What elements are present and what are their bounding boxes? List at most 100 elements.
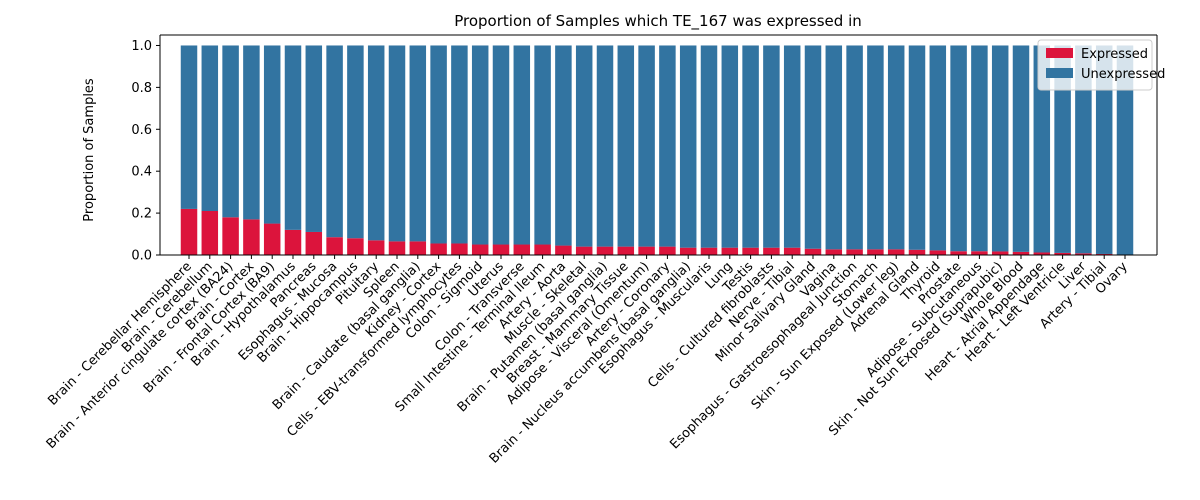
bar-unexpressed-11 [409, 45, 427, 242]
bar-unexpressed-8 [347, 45, 364, 239]
bar-unexpressed-18 [555, 45, 572, 246]
bar-expressed-5 [284, 229, 302, 255]
bar-unexpressed-10 [388, 45, 406, 242]
bar-expressed-10 [388, 241, 406, 255]
bar-unexpressed-26 [721, 45, 739, 248]
bar-expressed-8 [347, 238, 364, 255]
bar-expressed-35 [908, 249, 926, 255]
bar-expressed-26 [721, 247, 739, 255]
bar-unexpressed-31 [825, 45, 843, 250]
bar-unexpressed-22 [638, 45, 655, 247]
bar-expressed-7 [326, 237, 343, 255]
bar-expressed-13 [451, 243, 468, 255]
bar-expressed-44 [1095, 253, 1113, 255]
bar-expressed-37 [950, 251, 967, 255]
bar-unexpressed-14 [471, 45, 489, 245]
bar-expressed-40 [1012, 251, 1030, 255]
bar-unexpressed-33 [867, 45, 884, 250]
bar-unexpressed-3 [243, 45, 260, 220]
bar-expressed-14 [471, 244, 489, 255]
bar-expressed-15 [492, 244, 510, 255]
axes-frame [159, 34, 1158, 256]
legend-swatch-unexpressed [1046, 68, 1073, 78]
bar-unexpressed-34 [887, 45, 905, 250]
bar-expressed-12 [430, 243, 447, 255]
legend: Expressed Unexpressed [1037, 39, 1165, 91]
bar-expressed-42 [1054, 252, 1071, 255]
bar-expressed-34 [887, 249, 905, 255]
bar-unexpressed-41 [1033, 45, 1051, 253]
y-axis-ticks: 0.0 0.2 0.4 0.6 0.8 1.0 [131, 39, 160, 264]
bar-expressed-33 [867, 249, 884, 255]
bar-expressed-22 [638, 246, 655, 255]
bar-unexpressed-9 [367, 45, 385, 241]
y-axis-title: Proportion of Samples [82, 78, 97, 222]
y-tick-label: 0.4 [131, 165, 152, 180]
bar-unexpressed-13 [451, 45, 468, 244]
bar-expressed-19 [575, 246, 593, 255]
bar-unexpressed-12 [430, 45, 447, 244]
bar-expressed-24 [679, 247, 697, 255]
bar-expressed-4 [263, 223, 281, 255]
bar-expressed-21 [617, 246, 635, 255]
bar-unexpressed-19 [575, 45, 593, 247]
bar-unexpressed-15 [492, 45, 510, 245]
bar-unexpressed-7 [326, 45, 343, 238]
bar-expressed-17 [534, 244, 551, 255]
bar-expressed-3 [243, 219, 260, 255]
bar-unexpressed-0 [180, 45, 198, 209]
bar-unexpressed-20 [596, 45, 614, 247]
bar-expressed-38 [971, 251, 988, 255]
bar-unexpressed-32 [846, 45, 863, 250]
bar-unexpressed-5 [284, 45, 302, 230]
bar-unexpressed-42 [1054, 45, 1071, 253]
bar-expressed-27 [742, 247, 759, 255]
bar-unexpressed-39 [991, 45, 1009, 252]
bar-unexpressed-36 [929, 45, 947, 251]
bar-unexpressed-21 [617, 45, 635, 247]
bar-unexpressed-16 [513, 45, 531, 245]
bar-expressed-28 [763, 247, 780, 255]
bar-unexpressed-35 [908, 45, 926, 250]
bar-expressed-41 [1033, 252, 1051, 255]
y-tick-label: 0.8 [131, 81, 152, 96]
bar-expressed-36 [929, 250, 947, 255]
bar-unexpressed-30 [804, 45, 822, 249]
bar-expressed-39 [991, 251, 1009, 255]
bar-unexpressed-2 [222, 45, 239, 218]
bar-expressed-6 [305, 231, 323, 255]
y-tick-label: 1.0 [131, 39, 152, 54]
bar-expressed-43 [1075, 253, 1092, 255]
bar-unexpressed-25 [700, 45, 718, 248]
bar-unexpressed-28 [763, 45, 780, 248]
bar-expressed-20 [596, 246, 614, 255]
bar-unexpressed-24 [679, 45, 697, 248]
y-tick-label: 0.6 [131, 123, 152, 138]
bar-expressed-16 [513, 244, 531, 255]
bar-expressed-1 [201, 211, 219, 255]
bar-unexpressed-17 [534, 45, 551, 245]
bar-expressed-30 [804, 248, 822, 255]
bar-expressed-29 [783, 247, 801, 255]
bar-expressed-0 [180, 208, 198, 255]
bar-expressed-18 [555, 245, 572, 255]
legend-label-unexpressed: Unexpressed [1081, 67, 1165, 82]
bar-unexpressed-4 [263, 45, 281, 224]
bar-expressed-9 [367, 240, 385, 255]
bar-unexpressed-27 [742, 45, 759, 248]
bar-series-group [180, 45, 1134, 256]
bar-unexpressed-38 [971, 45, 988, 252]
bar-unexpressed-45 [1116, 45, 1134, 256]
y-tick-label: 0.2 [131, 207, 152, 222]
bar-unexpressed-1 [201, 45, 219, 212]
legend-swatch-expressed [1046, 48, 1073, 58]
bar-expressed-32 [846, 249, 863, 255]
bar-expressed-23 [659, 246, 676, 255]
bar-unexpressed-40 [1012, 45, 1030, 252]
bar-unexpressed-23 [659, 45, 676, 247]
y-tick-label: 0.0 [131, 249, 152, 264]
bar-unexpressed-44 [1095, 45, 1113, 254]
bar-expressed-31 [825, 249, 843, 255]
bar-expressed-2 [222, 217, 239, 255]
